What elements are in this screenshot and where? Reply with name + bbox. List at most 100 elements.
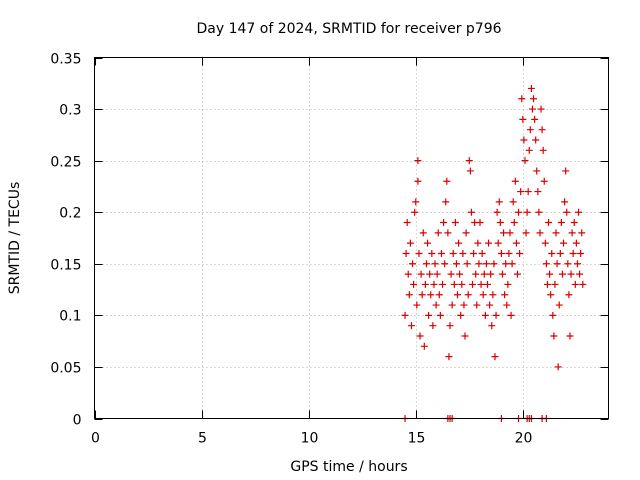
- data-point: [482, 260, 490, 268]
- data-point: [449, 249, 457, 257]
- data-point: [433, 270, 441, 278]
- data-points: [401, 84, 587, 422]
- x-axis-label: GPS time / hours: [290, 459, 407, 475]
- data-point: [516, 249, 524, 257]
- data-point: [538, 126, 546, 134]
- data-point: [492, 311, 500, 319]
- data-point: [553, 260, 561, 268]
- data-point: [500, 229, 508, 237]
- data-point: [486, 301, 494, 309]
- data-point: [466, 167, 474, 175]
- data-point: [577, 249, 585, 257]
- data-point: [402, 249, 410, 257]
- data-point: [491, 353, 499, 361]
- data-point: [473, 301, 481, 309]
- data-point: [416, 332, 424, 340]
- data-point: [549, 311, 557, 319]
- data-point: [561, 198, 569, 206]
- data-point: [472, 270, 480, 278]
- data-point: [428, 249, 436, 257]
- data-point: [455, 239, 463, 247]
- data-point: [509, 198, 517, 206]
- data-point: [575, 208, 583, 216]
- data-point: [458, 280, 466, 288]
- data-point: [469, 280, 477, 288]
- data-point: [421, 280, 429, 288]
- data-point: [460, 301, 468, 309]
- data-point: [495, 198, 503, 206]
- data-point: [474, 239, 482, 247]
- data-point: [562, 167, 570, 175]
- y-tick-label: 0.1: [59, 309, 81, 325]
- x-tick-label: 5: [198, 431, 207, 447]
- data-point: [517, 188, 525, 196]
- data-point: [405, 291, 413, 299]
- y-axis-label: SRMTID / TECUs: [7, 182, 23, 295]
- data-point: [563, 208, 571, 216]
- data-point: [415, 249, 423, 257]
- data-point: [494, 239, 502, 247]
- data-point: [448, 301, 456, 309]
- data-point: [444, 229, 452, 237]
- data-point: [535, 208, 543, 216]
- data-point: [526, 126, 534, 134]
- data-point: [422, 260, 430, 268]
- data-point: [429, 322, 437, 330]
- data-point: [420, 342, 428, 350]
- data-point: [501, 291, 509, 299]
- data-point: [551, 280, 559, 288]
- data-point: [493, 208, 501, 216]
- data-point: [426, 270, 434, 278]
- data-point: [440, 219, 448, 227]
- data-point: [459, 249, 467, 257]
- x-tick-label: 15: [408, 431, 426, 447]
- data-point: [520, 136, 528, 144]
- data-point: [539, 146, 547, 154]
- data-point: [463, 260, 471, 268]
- data-point: [407, 322, 415, 330]
- data-point: [552, 229, 560, 237]
- data-point: [479, 291, 487, 299]
- data-point: [487, 270, 495, 278]
- data-point: [456, 270, 464, 278]
- data-point: [543, 280, 551, 288]
- data-point: [570, 219, 578, 227]
- data-point: [432, 301, 440, 309]
- data-point: [536, 229, 544, 237]
- data-point: [550, 332, 558, 340]
- chart-title: Day 147 of 2024, SRMTID for receiver p79…: [196, 21, 501, 37]
- y-tick-label: 0.15: [50, 258, 81, 274]
- data-point: [496, 219, 504, 227]
- data-point: [508, 260, 516, 268]
- y-tick-label: 0.05: [50, 361, 81, 377]
- data-point: [410, 280, 418, 288]
- x-tick-label: 20: [515, 431, 533, 447]
- data-point: [442, 198, 450, 206]
- data-point: [413, 301, 421, 309]
- data-point: [533, 167, 541, 175]
- data-point: [437, 249, 445, 257]
- data-point: [462, 229, 470, 237]
- data-point: [414, 177, 422, 185]
- data-point: [572, 239, 580, 247]
- data-point: [441, 260, 449, 268]
- data-point: [476, 219, 484, 227]
- data-point: [568, 229, 576, 237]
- data-point: [569, 249, 577, 257]
- x-tick-label: 0: [91, 431, 100, 447]
- grid: [94, 57, 609, 419]
- data-point: [431, 260, 439, 268]
- data-point: [521, 157, 529, 165]
- y-tick-label: 0.2: [59, 206, 81, 222]
- data-point: [554, 363, 562, 371]
- data-point: [556, 249, 564, 257]
- data-point: [505, 249, 513, 257]
- data-point: [542, 260, 550, 268]
- data-point: [418, 291, 426, 299]
- y-tick-label: 0.3: [59, 103, 81, 119]
- data-point: [513, 270, 521, 278]
- data-point: [565, 291, 573, 299]
- data-point: [566, 332, 574, 340]
- x-tick-label: 10: [301, 431, 319, 447]
